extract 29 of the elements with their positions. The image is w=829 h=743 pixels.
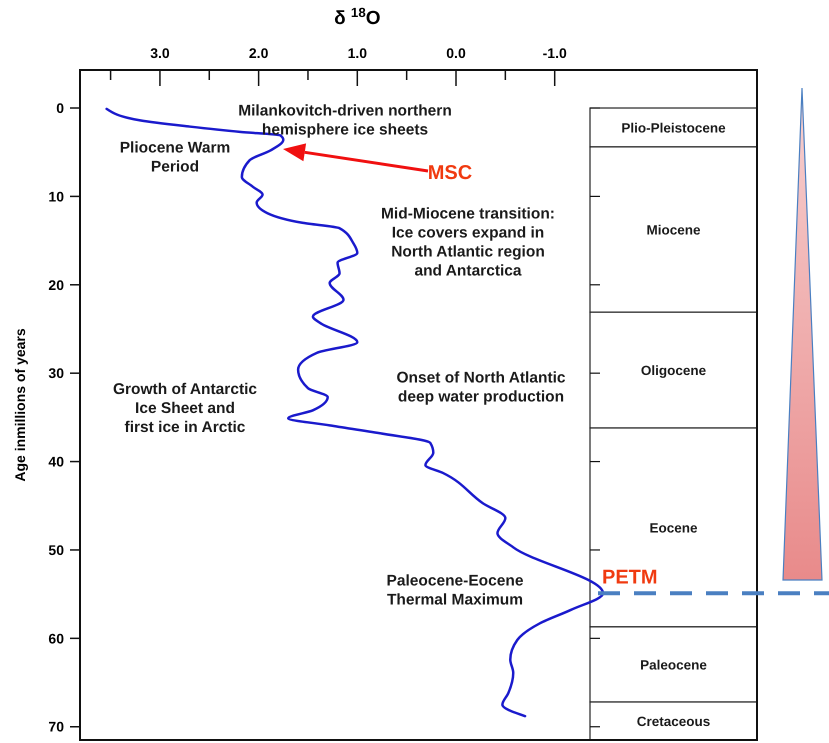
y-tick-label: 20 xyxy=(48,276,64,293)
band-label: Cretaceous xyxy=(636,714,710,729)
band-label: Paleocene xyxy=(640,657,708,672)
annotation: Pliocene Warm Period xyxy=(120,140,230,176)
y-tick-label: 50 xyxy=(48,542,64,558)
band-label: Plio-Pleistocene xyxy=(621,120,726,136)
band-label: Eocene xyxy=(649,520,698,536)
x-tick-label: 2.0 xyxy=(248,45,269,61)
y-tick-label: 10 xyxy=(48,188,64,204)
annotation: Onset of North Atlantic deep water production xyxy=(396,370,566,406)
x-tick-label: 3.0 xyxy=(150,45,170,61)
band-label: Oligocene xyxy=(640,363,707,378)
y-tick-label: 40 xyxy=(48,454,64,470)
y-tick-label: 60 xyxy=(48,630,64,646)
x-axis-title: δ $^{18}$O xyxy=(334,4,381,29)
x-tick-label: -1.0 xyxy=(542,45,567,61)
annotation: Milankovitch-driven northern hemisphere ice sheets xyxy=(238,102,452,138)
y-tick-label: 30 xyxy=(48,365,64,382)
y-axis-title: Age inmillions of years xyxy=(12,328,28,482)
annotation: Paleocene-Eocene Thermal Maximum xyxy=(386,572,524,608)
y-tick-label: 70 xyxy=(48,718,64,735)
annotation: Mid-Miocene transition: Ice covers expand in North Atlantic region and Antarctica xyxy=(381,206,555,280)
x-tick-label: 1.0 xyxy=(348,45,368,61)
ref-line-label: PETM xyxy=(602,566,658,588)
band-label: Miocene xyxy=(646,222,701,238)
annotation: Growth of Antarctic Ice Sheet and first ice in Arctic xyxy=(112,381,258,436)
x-tick-label: 0.0 xyxy=(446,45,466,61)
y-tick-label: 0 xyxy=(56,100,64,116)
annotation: MSC xyxy=(428,162,472,184)
